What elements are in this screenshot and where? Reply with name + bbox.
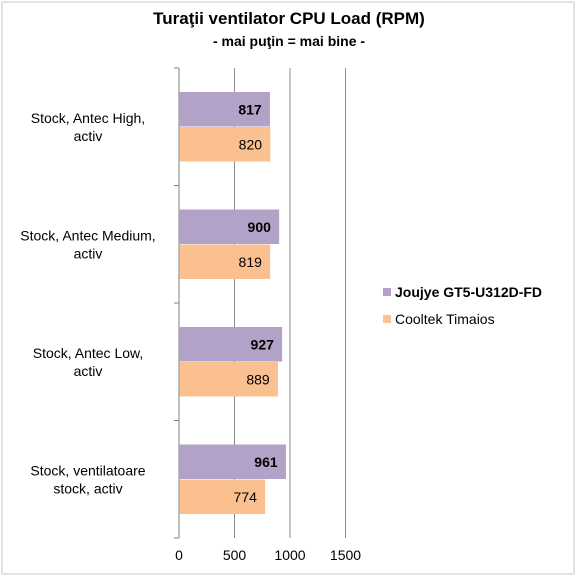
- x-tick-label: 1000: [274, 547, 305, 563]
- category-label-line: Stock, Antec High,: [31, 110, 145, 126]
- category-label: Stock, ventilatoare stock, activ: [30, 462, 145, 496]
- legend-label: Cooltek Timaios: [395, 311, 495, 327]
- legend-swatch: [383, 315, 391, 323]
- bar: [179, 92, 270, 127]
- legend-swatch: [383, 288, 391, 296]
- category-label-line: Stock, ventilatoare: [30, 462, 145, 478]
- category-label-line: stock, activ: [53, 480, 122, 496]
- data-label: 819: [239, 254, 263, 270]
- data-label: 817: [238, 101, 262, 117]
- chart-subtitle: - mai puţin = mai bine -: [213, 33, 365, 49]
- legend: Joujye GT5-U312D-FD Cooltek Timaios: [383, 284, 542, 327]
- chart-title: Turaţii ventilator CPU Load (RPM): [153, 9, 425, 28]
- category-label-line: Stock, Antec Medium,: [20, 227, 155, 243]
- data-label: 889: [246, 371, 270, 387]
- category-label-line: activ: [74, 363, 103, 379]
- bar: [179, 479, 266, 514]
- x-tick-label: 1500: [330, 547, 361, 563]
- category-label: Stock, Antec Medium, activ: [20, 227, 155, 261]
- bar: [179, 327, 283, 362]
- bars: 817 820 900 819 927 889 961 774: [179, 92, 286, 514]
- legend-label: Joujye GT5-U312D-FD: [395, 284, 542, 300]
- data-label: 961: [254, 454, 278, 470]
- category-label-line: Stock, Antec Low,: [33, 345, 144, 361]
- data-label: 927: [251, 336, 275, 352]
- category-label-line: activ: [74, 128, 103, 144]
- category-label: Stock, Antec Low, activ: [33, 345, 144, 379]
- bar: [179, 244, 271, 279]
- x-tick-label: 0: [175, 547, 183, 563]
- data-label: 774: [234, 489, 258, 505]
- bar: [179, 127, 271, 162]
- bar: [179, 444, 286, 479]
- data-label: 900: [248, 219, 272, 235]
- bar: [179, 209, 280, 244]
- x-tick-label: 500: [223, 547, 247, 563]
- data-label: 820: [239, 136, 263, 152]
- x-axis-ticks: 0 500 1000 1500: [175, 547, 361, 563]
- category-label: Stock, Antec High, activ: [31, 110, 145, 144]
- bar: [179, 362, 278, 397]
- category-label-line: activ: [74, 245, 103, 261]
